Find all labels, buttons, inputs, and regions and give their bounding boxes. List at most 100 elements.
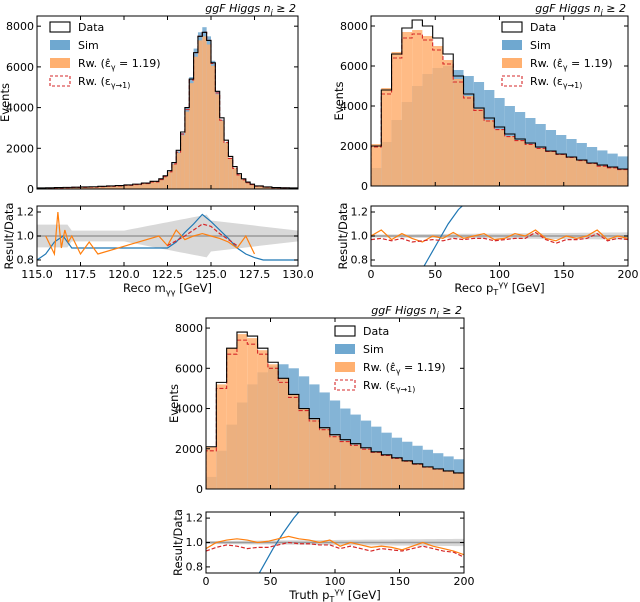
ratio-x-tick-label: 130.0 bbox=[282, 268, 314, 281]
rw-fit-bar bbox=[473, 109, 485, 186]
rw-fit-bar bbox=[504, 136, 515, 186]
rw-fit-bar bbox=[484, 120, 495, 186]
rw-fit-histogram bbox=[37, 36, 298, 189]
rw-fit-bar bbox=[197, 40, 203, 189]
rw-fit-bar bbox=[412, 463, 423, 489]
rw-fit-bar bbox=[412, 30, 423, 186]
panel-title: ggF Higgs nj ≥ 2 bbox=[205, 2, 296, 17]
legend-swatch-data bbox=[501, 21, 523, 33]
main-y-tick-label: 2000 bbox=[175, 443, 203, 456]
rw-fit-bar bbox=[535, 148, 546, 186]
ratio-x-tick-label: 100 bbox=[489, 268, 510, 281]
rw-fit-bar bbox=[402, 460, 413, 489]
ratio-x-tick-label: 120.0 bbox=[108, 268, 140, 281]
ratio-x-tick-label: 150 bbox=[553, 268, 574, 281]
rw-fit-bar bbox=[350, 444, 361, 489]
rw-fit-bar bbox=[617, 169, 628, 186]
main-y-axis-label: Events bbox=[332, 82, 346, 121]
legend-label-data: Data bbox=[78, 21, 104, 34]
rw-fit-bar bbox=[236, 334, 248, 489]
ratio-x-tick-label: 115.0 bbox=[21, 268, 53, 281]
rw-fit-bar bbox=[422, 36, 433, 186]
rw-fit-bar bbox=[257, 350, 268, 489]
main-y-tick-label: 0 bbox=[196, 483, 203, 496]
legend-label-rw_unity: Rw. (εγ→1) bbox=[530, 75, 582, 90]
ratio-line-ratio_blue bbox=[37, 213, 298, 261]
rw-fit-histogram bbox=[371, 30, 628, 186]
rw-fit-bar bbox=[54, 187, 64, 189]
main-y-tick-label: 8000 bbox=[340, 20, 368, 33]
rw-fit-bar bbox=[206, 446, 217, 489]
rw-fit-bar bbox=[232, 168, 238, 189]
main-axes-frame bbox=[36, 15, 299, 190]
ratio-x-tick-label: 125.0 bbox=[195, 268, 227, 281]
chart-panel-1: 0 2000 4000 6000 8000 ggF Higgs nj ≥ 2 Events D… bbox=[0, 2, 314, 297]
legend-label-data: Data bbox=[530, 21, 556, 34]
rw-fit-bar bbox=[545, 151, 557, 186]
ratio-plot-area bbox=[37, 211, 298, 261]
main-y-tick-label: 4000 bbox=[175, 403, 203, 416]
rw-fit-bar bbox=[106, 186, 116, 189]
legend-label-sim: Sim bbox=[78, 39, 99, 52]
rw-fit-bar bbox=[226, 348, 237, 489]
rw-fit-bar bbox=[391, 457, 403, 489]
rw-fit-bar bbox=[63, 187, 72, 189]
main-y-tick-label: 6000 bbox=[175, 362, 203, 375]
rw-fit-bar bbox=[247, 338, 258, 489]
rw-fit-bar bbox=[224, 142, 229, 189]
legend-label-rw_unity: Rw. (εγ→1) bbox=[363, 379, 415, 394]
ratio-x-tick-label: 127.5 bbox=[239, 268, 271, 281]
rw-fit-bar bbox=[141, 183, 151, 189]
data-step-line bbox=[206, 331, 464, 489]
rw-fit-bar bbox=[381, 88, 392, 186]
rw-fit-histogram bbox=[206, 334, 464, 489]
main-y-tick-label: 8000 bbox=[6, 20, 34, 33]
rw-fit-bar bbox=[381, 454, 392, 489]
ratio-x-tick-label: 117.5 bbox=[65, 268, 97, 281]
rw-fit-bar bbox=[443, 470, 454, 489]
rw-fit-bar bbox=[514, 140, 526, 186]
rw-fit-bar bbox=[463, 96, 474, 186]
rw-fit-bar bbox=[298, 408, 310, 489]
rw-fit-bar bbox=[189, 83, 194, 189]
main-plot-area bbox=[206, 331, 464, 489]
panel-title: ggF Higgs nj ≥ 2 bbox=[535, 2, 626, 17]
ratio-plot-area bbox=[206, 512, 464, 573]
rw-fit-bar bbox=[245, 182, 251, 189]
ratio-line-rw_fit_line bbox=[45, 211, 256, 257]
legend-swatch-data bbox=[334, 325, 356, 337]
x-axis-label: Truth pTγγ [GeV] bbox=[288, 586, 380, 602]
rw-fit-bar bbox=[206, 44, 211, 189]
rw-fit-bar bbox=[171, 164, 177, 189]
main-y-tick-label: 2000 bbox=[6, 142, 34, 155]
rw-fit-bar bbox=[401, 32, 413, 186]
rw-fit-bar bbox=[340, 440, 351, 489]
rw-fit-bar bbox=[89, 186, 98, 189]
rw-fit-bar bbox=[433, 468, 444, 489]
rw-fit-bar bbox=[494, 129, 505, 186]
rw-fit-bar bbox=[219, 120, 225, 189]
rw-fit-bar bbox=[371, 451, 382, 489]
rw-fit-bar bbox=[241, 179, 246, 189]
legend-label-sim: Sim bbox=[363, 343, 384, 356]
main-y-tick-label: 6000 bbox=[6, 61, 34, 74]
legend: Data Sim Rw. (ε̂γ = 1.19) Rw. (εγ→1) bbox=[334, 325, 446, 394]
legend-label-sim: Sim bbox=[530, 39, 551, 52]
main-y-tick-label: 4000 bbox=[340, 100, 368, 113]
main-y-tick-label: 6000 bbox=[340, 60, 368, 73]
rw-fit-bar bbox=[271, 187, 281, 189]
legend-label-rw_fit: Rw. (ε̂γ = 1.19) bbox=[363, 361, 446, 376]
rw-fit-bar bbox=[215, 94, 220, 189]
main-y-tick-label: 0 bbox=[27, 183, 34, 196]
legend-swatch-sim bbox=[502, 40, 522, 50]
data-step-line bbox=[37, 31, 298, 189]
rw-unity-step-line bbox=[206, 339, 464, 489]
ratio-y-tick-label: 1.0 bbox=[186, 536, 204, 549]
ratio-x-tick-label: 200 bbox=[618, 268, 639, 281]
ratio-line-ratio_blue bbox=[258, 512, 300, 573]
legend-label-data: Data bbox=[363, 325, 389, 338]
rw-fit-bar bbox=[453, 79, 464, 186]
rw-fit-bar bbox=[422, 466, 434, 489]
main-y-tick-label: 2000 bbox=[340, 140, 368, 153]
